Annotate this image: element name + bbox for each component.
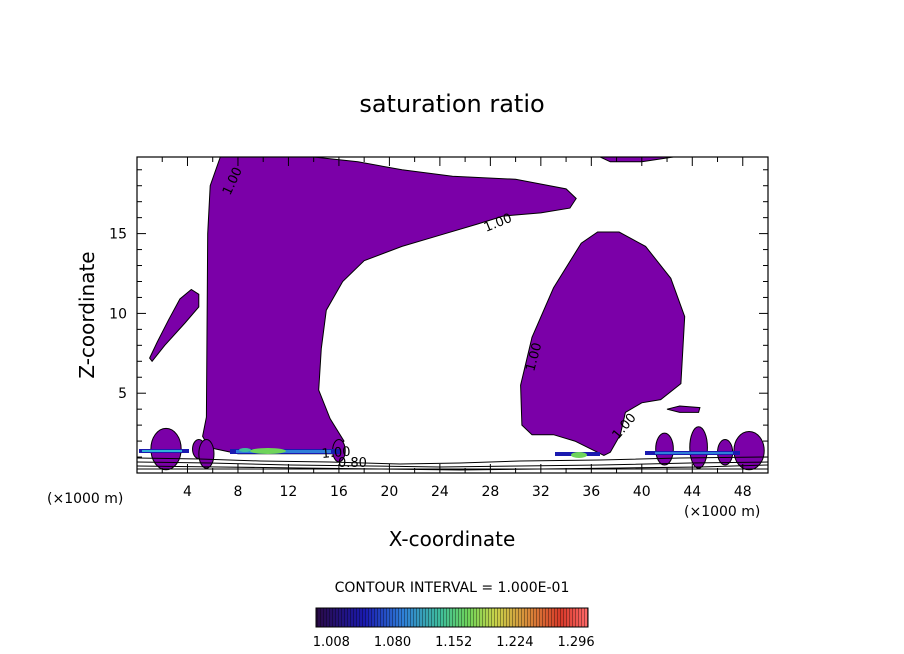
region-left-blob <box>149 288 200 363</box>
moist-core <box>239 448 251 452</box>
contour-label-group: 1.00 1.00 1.00 1.00 1.00 0.80 <box>220 165 640 471</box>
chart-title: saturation ratio <box>359 90 544 118</box>
x-tick-label: 36 <box>582 484 600 500</box>
moist-core <box>250 448 286 454</box>
moist-core <box>571 452 587 458</box>
x-tick-label: 48 <box>734 484 752 500</box>
region-main-plume <box>202 157 577 455</box>
contour-label: 1.00 <box>321 445 351 462</box>
colorbar-tick-label: 1.296 <box>557 635 594 650</box>
cold-band-left-cyan <box>142 450 182 452</box>
surface-contour-line <box>137 456 768 465</box>
colorbar-tick-label: 1.080 <box>374 635 411 650</box>
y-axis: 5 10 15 <box>109 169 768 458</box>
colorbar-frame <box>315 607 589 628</box>
colorbar-tick-label: 1.224 <box>496 635 533 650</box>
y-axis-label: Z-coordinate <box>75 251 99 378</box>
region-right-plume <box>520 231 686 456</box>
surface-contour-line <box>137 464 768 471</box>
x-axis: 4 8 12 16 20 24 28 32 36 40 44 48 <box>161 157 769 500</box>
x-tick-label: 40 <box>633 484 651 500</box>
colorbar-tick-label: 1.008 <box>313 635 350 650</box>
region-bump <box>655 432 674 466</box>
plot-frame <box>136 156 769 474</box>
colorbar-tick-label: 1.152 <box>435 635 472 650</box>
cold-band-far-right-cyan <box>655 452 733 454</box>
x-axis-label: X-coordinate <box>389 527 516 551</box>
x-unit-label-left: (×1000 m) <box>47 491 123 507</box>
region-bump <box>198 438 215 469</box>
plot-area: 1.00 1.00 1.00 1.00 1.00 0.80 <box>137 157 768 471</box>
x-tick-label: 8 <box>233 484 242 500</box>
x-tick-label: 32 <box>532 484 550 500</box>
x-unit-label-right: (×1000 m) <box>684 504 760 520</box>
colorbar-ticks: 1.008 1.080 1.152 1.224 1.296 <box>313 635 595 650</box>
x-tick-label: 4 <box>183 484 192 500</box>
x-tick-label: 24 <box>431 484 449 500</box>
x-tick-label: 44 <box>683 484 701 500</box>
contour-interval-label: CONTOUR INTERVAL = 1.000E-01 <box>335 580 570 596</box>
y-tick-label: 10 <box>109 306 127 322</box>
contour-label: 1.00 <box>523 341 545 373</box>
x-tick-label: 20 <box>380 484 398 500</box>
region-bump <box>733 431 765 471</box>
colorbar <box>315 607 589 628</box>
region-top-right-sliver <box>599 157 674 163</box>
region-small-lens <box>666 405 701 413</box>
x-tick-label: 16 <box>330 484 348 500</box>
y-tick-label: 15 <box>109 227 127 243</box>
surface-band <box>137 448 768 471</box>
y-tick-label: 5 <box>118 386 127 402</box>
region-bump <box>689 426 708 469</box>
x-tick-label: 12 <box>280 484 298 500</box>
x-tick-label: 28 <box>481 484 499 500</box>
contour-label: 0.80 <box>338 456 367 471</box>
colorbar-stripes <box>316 608 588 627</box>
